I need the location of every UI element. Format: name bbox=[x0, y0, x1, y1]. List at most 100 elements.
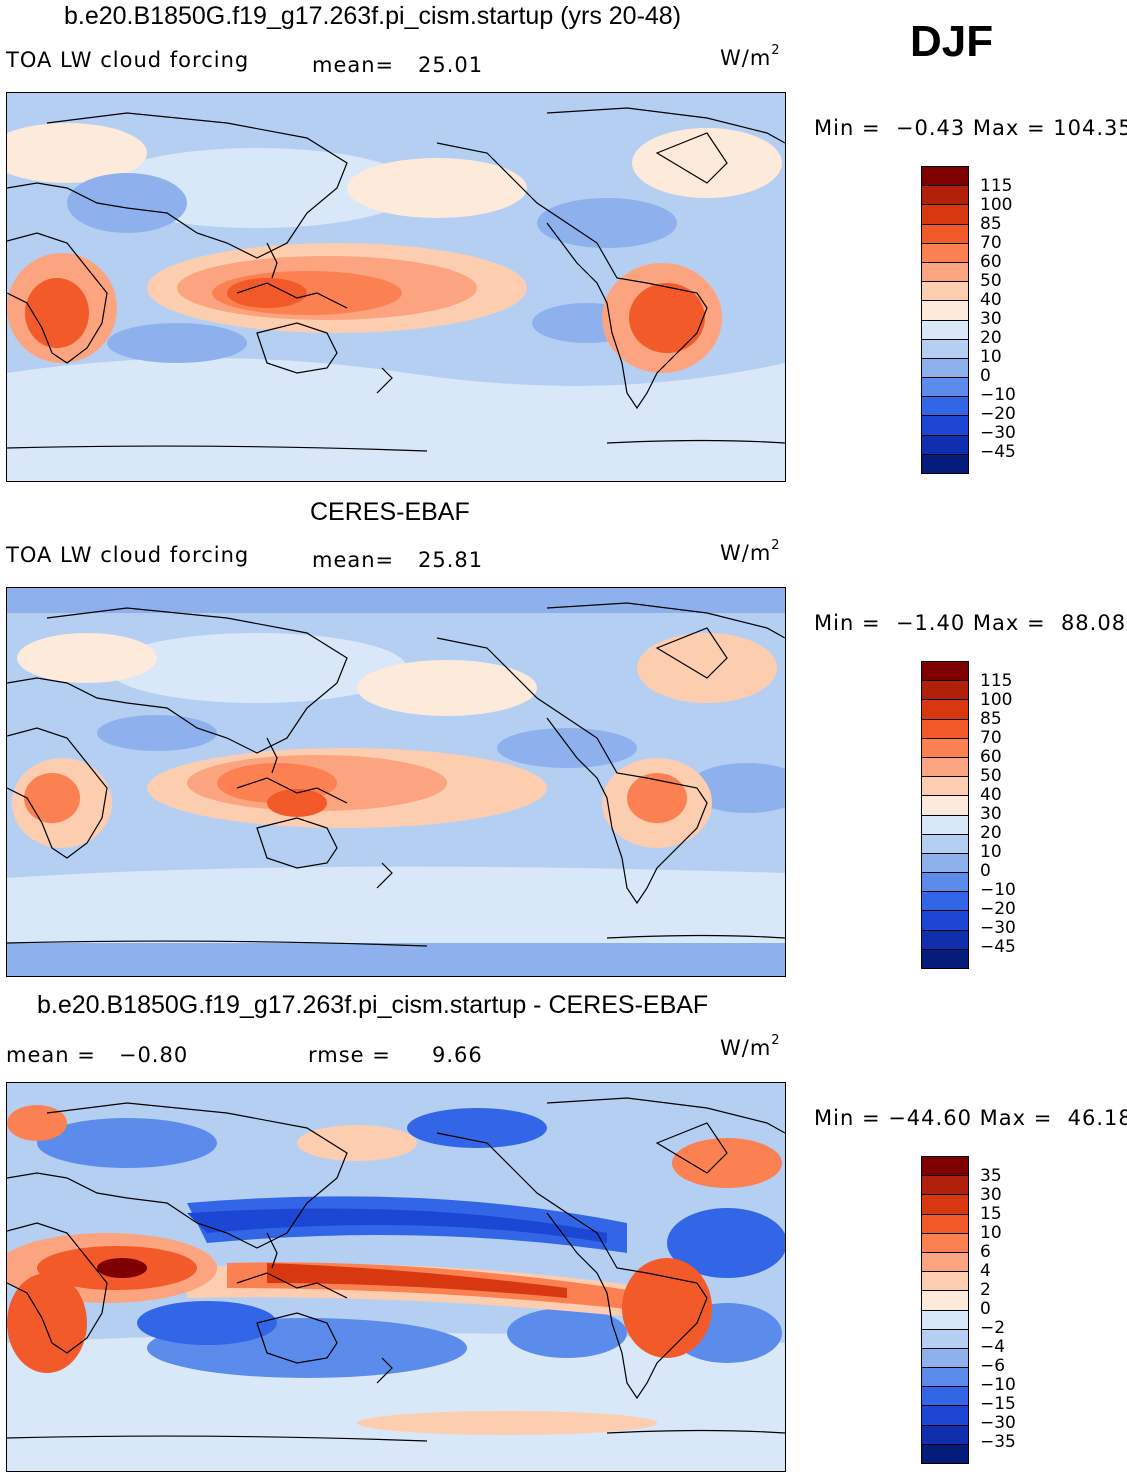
colorbar-swatch bbox=[922, 320, 968, 340]
colorbar-swatch bbox=[922, 700, 968, 720]
colorbar-swatch bbox=[922, 873, 968, 893]
colorbar-swatch bbox=[922, 1272, 968, 1292]
colorbar-swatch bbox=[922, 262, 968, 283]
colorbar-tick: 30 bbox=[980, 804, 1002, 824]
panel-1-mean-label: mean= bbox=[312, 53, 395, 77]
colorbar-tick: −10 bbox=[980, 1375, 1016, 1395]
panel-3-mean-label: mean = −0.80 bbox=[6, 1043, 189, 1067]
colorbar-tick: 115 bbox=[980, 671, 1013, 691]
colorbar-tick: 6 bbox=[980, 1242, 991, 1262]
colorbar-swatch bbox=[922, 815, 968, 835]
colorbar-swatch bbox=[922, 1329, 968, 1349]
colorbar-tick: 40 bbox=[980, 290, 1002, 310]
colorbar-swatch bbox=[922, 397, 968, 417]
colorbar-tick: −35 bbox=[980, 1432, 1016, 1452]
colorbar-swatch bbox=[922, 738, 968, 758]
colorbar-swatch bbox=[922, 757, 968, 778]
colorbar-tick: −2 bbox=[980, 1318, 1006, 1338]
colorbar-tick: 0 bbox=[980, 1299, 991, 1319]
colorbar-tick: 0 bbox=[980, 366, 991, 386]
colorbar-swatch bbox=[922, 224, 968, 244]
panel-2-colorbar bbox=[921, 661, 969, 969]
colorbar-swatch bbox=[922, 777, 968, 797]
colorbar-tick: 50 bbox=[980, 271, 1002, 291]
colorbar-swatch bbox=[922, 949, 968, 968]
colorbar-tick: 2 bbox=[980, 1280, 991, 1300]
colorbar-tick: −15 bbox=[980, 1394, 1016, 1414]
panel-1-mean-value: 25.01 bbox=[418, 53, 484, 77]
colorbar-swatch bbox=[922, 1214, 968, 1234]
season-label: DJF bbox=[910, 17, 994, 66]
colorbar-swatch bbox=[922, 1310, 968, 1330]
panel-2-mean-label: mean= bbox=[312, 548, 395, 572]
panel-1-colorbar bbox=[921, 166, 969, 474]
colorbar-tick: −45 bbox=[980, 442, 1016, 462]
colorbar-swatch bbox=[922, 339, 968, 359]
panel-1-variable-label: TOA LW cloud forcing bbox=[6, 48, 250, 72]
colorbar-tick: −6 bbox=[980, 1356, 1006, 1376]
colorbar-swatch bbox=[922, 1252, 968, 1273]
colorbar-swatch bbox=[922, 167, 968, 187]
colorbar-tick: 70 bbox=[980, 233, 1002, 253]
colorbar-tick: 70 bbox=[980, 728, 1002, 748]
colorbar-tick: 10 bbox=[980, 347, 1002, 367]
colorbar-swatch bbox=[922, 205, 968, 225]
panel-2-title: CERES-EBAF bbox=[310, 498, 470, 526]
colorbar-tick: 50 bbox=[980, 766, 1002, 786]
colorbar-tick: 60 bbox=[980, 747, 1002, 767]
colorbar-swatch bbox=[922, 1368, 968, 1388]
colorbar-tick: −4 bbox=[980, 1337, 1006, 1357]
colorbar-tick: −45 bbox=[980, 937, 1016, 957]
colorbar-swatch bbox=[922, 186, 968, 206]
panel-3-rmse-value: 9.66 bbox=[432, 1043, 483, 1067]
colorbar-tick: −20 bbox=[980, 899, 1016, 919]
panel-1-map bbox=[6, 92, 786, 482]
colorbar-tick: 4 bbox=[980, 1261, 991, 1281]
panel-2-mean-value: 25.81 bbox=[418, 548, 484, 572]
colorbar-tick: −10 bbox=[980, 880, 1016, 900]
colorbar-tick: 100 bbox=[980, 690, 1013, 710]
panel-3-colorbar bbox=[921, 1156, 969, 1464]
panel-2-variable-label: TOA LW cloud forcing bbox=[6, 543, 250, 567]
colorbar-swatch bbox=[922, 358, 968, 379]
colorbar-swatch bbox=[922, 435, 968, 455]
colorbar-tick: 0 bbox=[980, 861, 991, 881]
panel-2-map bbox=[6, 587, 786, 977]
colorbar-swatch bbox=[922, 416, 968, 436]
panel-3-rmse-label: rmse = bbox=[308, 1043, 391, 1067]
colorbar-tick: 30 bbox=[980, 1185, 1002, 1205]
panel-3-minmax: Min = −44.60 Max = 46.18 bbox=[814, 1106, 1127, 1130]
colorbar-tick: −30 bbox=[980, 1413, 1016, 1433]
colorbar-swatch bbox=[922, 1291, 968, 1311]
colorbar-tick: 20 bbox=[980, 328, 1002, 348]
colorbar-tick: 115 bbox=[980, 176, 1013, 196]
colorbar-tick: 40 bbox=[980, 785, 1002, 805]
panel-3-units: W/m2 bbox=[720, 1033, 781, 1060]
colorbar-swatch bbox=[922, 301, 968, 321]
colorbar-tick: 30 bbox=[980, 309, 1002, 329]
panel-2-minmax: Min = −1.40 Max = 88.08 bbox=[814, 611, 1127, 635]
colorbar-swatch bbox=[922, 1425, 968, 1445]
colorbar-swatch bbox=[922, 662, 968, 682]
colorbar-tick: 20 bbox=[980, 823, 1002, 843]
colorbar-swatch bbox=[922, 796, 968, 816]
colorbar-tick: 10 bbox=[980, 842, 1002, 862]
colorbar-swatch bbox=[922, 1387, 968, 1407]
colorbar-swatch bbox=[922, 1233, 968, 1253]
colorbar-tick: −10 bbox=[980, 385, 1016, 405]
colorbar-swatch bbox=[922, 930, 968, 950]
colorbar-swatch bbox=[922, 378, 968, 398]
colorbar-swatch bbox=[922, 1444, 968, 1463]
colorbar-tick: 85 bbox=[980, 214, 1002, 234]
colorbar-tick: 100 bbox=[980, 195, 1013, 215]
panel-1-title: b.e20.B1850G.f19_g17.263f.pi_cism.startu… bbox=[64, 2, 682, 30]
colorbar-swatch bbox=[922, 1406, 968, 1426]
colorbar-tick: 85 bbox=[980, 709, 1002, 729]
panel-3-title: b.e20.B1850G.f19_g17.263f.pi_cism.startu… bbox=[37, 991, 709, 1019]
colorbar-tick: −30 bbox=[980, 918, 1016, 938]
colorbar-swatch bbox=[922, 892, 968, 912]
colorbar-swatch bbox=[922, 243, 968, 263]
colorbar-swatch bbox=[922, 1157, 968, 1177]
colorbar-tick: 15 bbox=[980, 1204, 1002, 1224]
colorbar-swatch bbox=[922, 1195, 968, 1215]
